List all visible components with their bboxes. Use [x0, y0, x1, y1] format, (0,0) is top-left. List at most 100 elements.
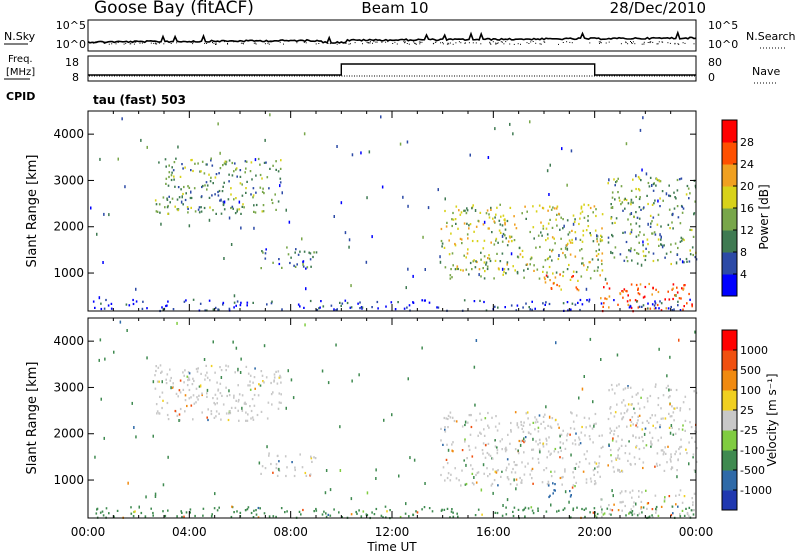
power-cell — [694, 200, 696, 203]
velocity-cell — [275, 515, 277, 518]
velocity-cell — [650, 440, 652, 443]
power-cell — [513, 239, 516, 242]
power-cell — [279, 177, 282, 180]
power-cell — [664, 256, 666, 259]
noise-search-point — [535, 42, 537, 44]
velocity-cell — [552, 492, 554, 495]
velocity-sparse-cell — [564, 490, 567, 494]
velocity-cell — [211, 513, 213, 516]
power-cell — [589, 261, 591, 264]
power-cell — [655, 184, 657, 187]
power-cell — [170, 178, 173, 182]
noise-search-point — [497, 42, 499, 44]
power-cell — [491, 231, 493, 234]
power-cell — [657, 259, 659, 262]
velocity-cell — [578, 438, 581, 441]
velocity-cell — [261, 374, 264, 377]
velocity-cell — [241, 394, 244, 397]
velocity-cell — [631, 513, 634, 517]
velocity-sparse-cell — [327, 381, 330, 385]
power-cell — [377, 307, 379, 310]
power-sparse-cell — [407, 204, 409, 208]
velocity-cell — [214, 393, 217, 396]
power-cell — [569, 241, 572, 244]
power-cell — [142, 300, 144, 303]
power-cell — [512, 265, 514, 268]
velocity-sparse-cell — [237, 367, 239, 371]
velocity-sparse-cell — [131, 401, 133, 405]
velocity-cell — [516, 483, 518, 486]
power-cell — [643, 254, 645, 258]
power-cell — [477, 219, 480, 222]
velocity-cell — [592, 441, 594, 444]
power-cell — [308, 251, 310, 254]
velocity-sparse-cell — [324, 491, 327, 495]
velocity-cell — [325, 512, 327, 515]
velocity-cell — [495, 415, 497, 418]
power-cell — [535, 246, 537, 249]
velocity-cell — [638, 512, 641, 515]
velocity-cell — [558, 426, 560, 429]
velocity-cell — [629, 462, 632, 466]
velocity-cell — [486, 451, 489, 455]
velocity-cell — [491, 482, 494, 485]
velocity-cell — [450, 510, 453, 513]
velocity-cell — [654, 385, 657, 388]
velocity-cell — [449, 416, 452, 419]
power-cell — [638, 305, 641, 308]
velocity-cell — [626, 410, 628, 413]
velocity-cell — [532, 512, 535, 515]
velocity-cell — [321, 513, 324, 516]
power-cell — [319, 306, 321, 309]
velocity-cell — [174, 409, 177, 413]
noise-search-point — [408, 43, 410, 45]
velocity-cell — [210, 364, 213, 368]
power-cell — [168, 195, 170, 198]
velocity-cell — [270, 393, 273, 396]
power-cell — [524, 205, 526, 208]
velocity-cell — [185, 511, 188, 514]
velocity-cell — [553, 450, 556, 453]
power-sparse-cell — [117, 157, 119, 161]
power-cell — [583, 216, 586, 219]
power-cell — [644, 258, 647, 262]
noise-search-point — [458, 41, 460, 43]
power-cell — [681, 205, 684, 208]
power-cell — [652, 183, 655, 186]
noise-search-point — [366, 41, 368, 43]
power-cell — [475, 225, 478, 228]
velocity-cell — [542, 415, 545, 418]
velocity-cell — [225, 364, 227, 367]
velocity-cell — [275, 370, 277, 373]
power-cell — [573, 220, 576, 223]
power-cell — [488, 254, 490, 257]
power-sparse-cell — [208, 218, 211, 222]
velocity-colorbar-swatch — [722, 370, 737, 391]
power-cell — [679, 222, 682, 225]
power-cell — [483, 255, 486, 258]
power-cell — [479, 211, 482, 214]
velocity-cell — [241, 409, 244, 412]
velocity-cell — [659, 424, 662, 427]
noise-search-point — [447, 42, 449, 44]
velocity-sparse-cell — [669, 431, 672, 435]
power-cell — [595, 214, 597, 218]
velocity-cell — [618, 425, 620, 428]
power-cell — [555, 271, 558, 274]
power-cell — [240, 301, 242, 304]
velocity-colorbar-swatch — [722, 430, 737, 451]
power-cell — [669, 227, 671, 230]
power-cell — [521, 212, 523, 215]
noise-search-point — [448, 43, 450, 45]
velocity-cell — [415, 510, 417, 513]
velocity-cell — [566, 434, 568, 437]
velocity-cell — [629, 424, 632, 427]
velocity-cell — [284, 511, 286, 514]
velocity-cell — [541, 481, 544, 484]
power-cell — [502, 232, 505, 236]
noise-search-point — [539, 43, 541, 45]
velocity-cell — [611, 388, 614, 391]
power-cell — [679, 258, 681, 261]
velocity-cell — [616, 456, 619, 459]
power-cell — [315, 251, 318, 254]
